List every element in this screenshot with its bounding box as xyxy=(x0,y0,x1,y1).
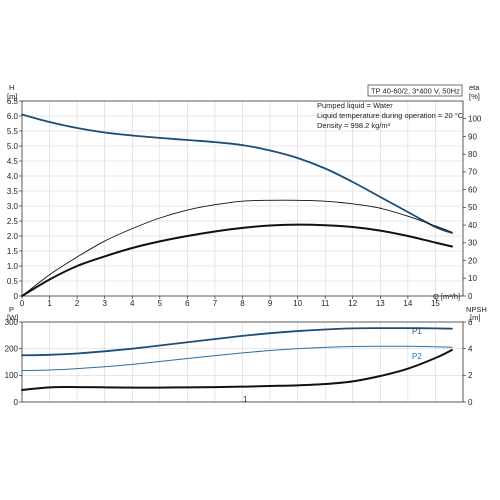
x-tick-label: 7 xyxy=(213,299,218,308)
top-x-ticks: 0 1 2 3 4 5 6 7 8 9 10 11 12 13 14 15 xyxy=(20,296,440,308)
right-tick-label: 20 xyxy=(468,256,477,265)
series-line-1-2 xyxy=(21,349,453,391)
info-line-liquid: Pumped liquid = Water xyxy=(317,101,393,110)
left-axis-title: H xyxy=(9,83,14,92)
x-tick-label: 12 xyxy=(348,299,357,308)
right-tick-label: 30 xyxy=(468,239,477,248)
series-line-p2 xyxy=(21,345,453,372)
series-label-p2: P2 xyxy=(412,352,422,361)
bottom-center-label: 1 xyxy=(243,395,248,404)
x-tick-label: 11 xyxy=(321,299,330,308)
left-tick-label: 200 xyxy=(5,344,19,353)
left-tick-label: 2.5 xyxy=(7,217,19,226)
right-tick-label: 40 xyxy=(468,221,477,230)
left-tick-label: 100 xyxy=(5,371,19,380)
series-label-p1: P1 xyxy=(412,327,422,336)
top-panel: 0 1 2 3 4 5 6 7 8 9 10 11 12 13 14 15 00.51.01.52.02.53… xyxy=(7,83,482,308)
x-tick-label: 3 xyxy=(102,299,107,308)
right-tick-label: 2 xyxy=(468,371,473,380)
bottom-panel: 0 100 200 300 0 2 4 6 P [W] NPSH [m] 1 P1 P2 xyxy=(5,305,487,407)
left-tick-label: 5.5 xyxy=(7,127,19,136)
right-tick-label: 0 xyxy=(468,292,473,301)
left-tick-label: 4.5 xyxy=(7,157,19,166)
left-tick-label: 0 xyxy=(14,398,19,407)
x-tick-label: 0 xyxy=(20,299,25,308)
right-tick-label: 6 xyxy=(468,318,473,327)
power-axis-unit: [W] xyxy=(7,313,18,322)
left-tick-label: 6.0 xyxy=(7,112,19,121)
right-tick-label: 10 xyxy=(468,274,477,283)
x-tick-label: 4 xyxy=(130,299,135,308)
left-tick-label: 5.0 xyxy=(7,142,19,151)
left-tick-label: 3.5 xyxy=(7,187,19,196)
left-tick-label: 1.0 xyxy=(7,262,19,271)
series-line-0-1 xyxy=(21,199,453,297)
series-line-p1 xyxy=(21,327,453,357)
top-right-ticks: 0 10 20 30 40 50 60 70 80 90 100 xyxy=(463,115,482,301)
right-axis-unit: [%] xyxy=(469,92,480,101)
x-tick-label: 5 xyxy=(158,299,163,308)
x-tick-label: 10 xyxy=(293,299,302,308)
npsh-axis-title: NPSH xyxy=(466,305,487,314)
left-tick-label: 0 xyxy=(14,292,19,301)
left-tick-label: 2.0 xyxy=(7,232,19,241)
info-line-temperature: Liquid temperature during operation = 20… xyxy=(317,111,464,120)
right-tick-label: 70 xyxy=(468,168,477,177)
x-tick-label: 14 xyxy=(403,299,412,308)
info-header-box xyxy=(367,84,463,97)
top-series xyxy=(21,113,453,297)
x-tick-label: 9 xyxy=(268,299,273,308)
right-tick-label: 80 xyxy=(468,150,477,159)
x-tick-label: 2 xyxy=(75,299,80,308)
right-tick-label: 90 xyxy=(468,132,477,141)
left-axis-unit: [m] xyxy=(7,92,17,101)
left-tick-label: 6.5 xyxy=(7,97,19,106)
right-tick-label: 100 xyxy=(468,115,482,124)
left-tick-label: 3.0 xyxy=(7,202,19,211)
bottom-plot-frame xyxy=(21,321,464,403)
bottom-grid xyxy=(22,322,463,402)
bottom-series xyxy=(21,327,453,391)
left-tick-label: 0.5 xyxy=(7,277,19,286)
left-tick-label: 300 xyxy=(5,318,19,327)
x-tick-label: 15 xyxy=(431,299,440,308)
right-tick-label: 60 xyxy=(468,185,477,194)
info-header: TP 40-60/2, 3*400 V, 50Hz xyxy=(371,87,460,96)
top-left-ticks: 0 0.5 1.0 1.5 2.0 2.5 3.0 3.5 4.0 4.5 5.0 5.5 6.0 6.5 xyxy=(7,97,22,301)
bottom-left-ticks: 0 100 200 300 xyxy=(5,318,22,407)
series-line-0-0 xyxy=(21,113,453,234)
info-line-density: Density = 998.2 kg/m³ xyxy=(317,121,391,130)
right-tick-label: 50 xyxy=(468,203,477,212)
x-tick-label: 6 xyxy=(185,299,190,308)
x-axis-title: Q [m³/h] xyxy=(433,292,460,301)
bottom-right-ticks: 0 2 4 6 xyxy=(463,318,473,407)
left-tick-label: 4.0 xyxy=(7,172,19,181)
left-tick-label: 1.5 xyxy=(7,247,19,256)
power-axis-title: P xyxy=(9,305,14,314)
right-tick-label: 4 xyxy=(468,344,473,353)
x-tick-label: 8 xyxy=(240,299,245,308)
right-axis-title: eta xyxy=(469,83,480,92)
x-tick-label: 1 xyxy=(47,299,52,308)
right-tick-label: 0 xyxy=(468,398,473,407)
npsh-axis-unit: [m] xyxy=(470,313,480,322)
x-tick-label: 13 xyxy=(376,299,385,308)
series-line-0-2 xyxy=(21,223,453,297)
